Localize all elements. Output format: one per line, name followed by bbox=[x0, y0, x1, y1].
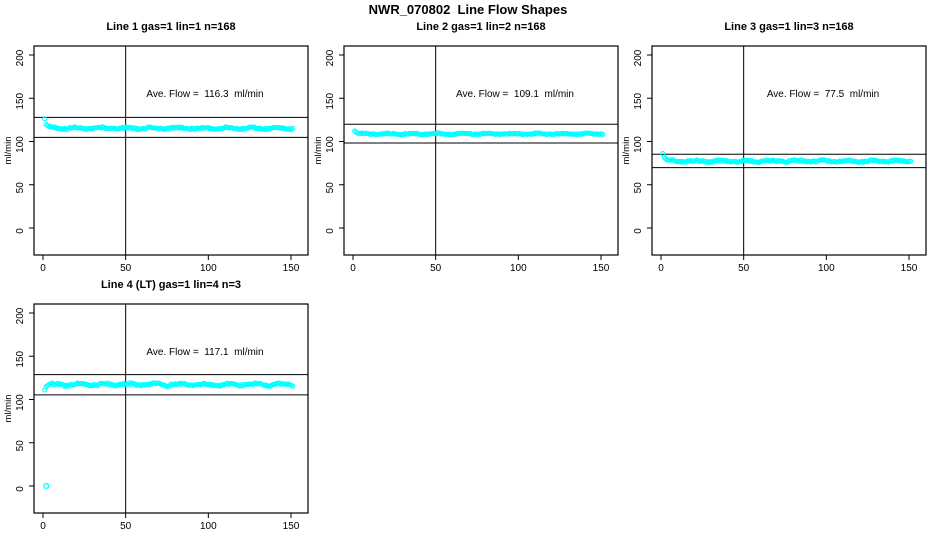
y-axis-tick-label: 50 bbox=[15, 182, 26, 194]
x-axis-tick-label: 0 bbox=[658, 263, 664, 274]
x-axis-tick-label: 100 bbox=[510, 263, 527, 274]
y-axis-label: ml/min bbox=[3, 395, 14, 423]
ave-flow-annotation-line-3: Ave. Flow = 77.5 ml/min bbox=[766, 89, 880, 100]
plot-box bbox=[343, 45, 619, 256]
x-axis-tick-label: 150 bbox=[283, 263, 300, 274]
y-axis-tick-label: 50 bbox=[633, 182, 644, 194]
flow-point bbox=[290, 125, 296, 131]
data-points bbox=[352, 128, 606, 138]
x-axis-tick-label: 150 bbox=[593, 263, 610, 274]
data-points bbox=[42, 380, 296, 393]
x-axis-tick-label: 100 bbox=[200, 263, 217, 274]
y-axis-tick-label: 0 bbox=[325, 228, 336, 234]
plot-canvas-line-1: 0 50 100 150 0 50 100 150 200 ml/min bbox=[3, 45, 309, 274]
y-axis-tick-label: 100 bbox=[15, 136, 26, 153]
subplot-title-line-4: Line 4 (LT) gas=1 lin=4 n=3 bbox=[100, 279, 242, 291]
y-axis-tick-label: 150 bbox=[15, 350, 26, 367]
y-axis-tick-label: 200 bbox=[15, 49, 26, 66]
y-axis-tick-label: 200 bbox=[325, 49, 336, 66]
y-axis-tick-label: 0 bbox=[15, 486, 26, 492]
x-axis-tick-label: 50 bbox=[120, 521, 132, 532]
y-axis-tick-label: 100 bbox=[325, 136, 336, 153]
plot-canvas-line-4: 0 50 100 150 0 50 100 150 200 ml/min bbox=[3, 303, 309, 532]
y-axis-tick-label: 150 bbox=[15, 92, 26, 109]
y-axis-tick-label: 200 bbox=[633, 49, 644, 66]
flow-point bbox=[908, 158, 914, 164]
ave-flow-annotation-line-4: Ave. Flow = 117.1 ml/min bbox=[146, 347, 264, 358]
subplot-line-2: 0 50 100 150 0 50 100 150 200 ml/min Line 2 gas=1… bbox=[310, 18, 625, 285]
x-axis-tick-label: 0 bbox=[40, 521, 46, 532]
plot-box bbox=[33, 45, 309, 256]
x-axis-tick-label: 150 bbox=[283, 521, 300, 532]
page-title: NWR_070802 Line Flow Shapes bbox=[368, 2, 568, 17]
y-axis-tick-label: 100 bbox=[633, 136, 644, 153]
y-axis-tick-label: 150 bbox=[325, 92, 336, 109]
flow-point bbox=[600, 131, 606, 137]
y-axis-tick-label: 50 bbox=[325, 182, 336, 194]
ave-flow-annotation-line-2: Ave. Flow = 109.1 ml/min bbox=[456, 89, 574, 100]
subplot-title-line-3: Line 3 gas=1 lin=3 n=168 bbox=[724, 21, 854, 33]
y-axis-tick-label: 0 bbox=[15, 228, 26, 234]
y-axis-tick-label: 200 bbox=[15, 307, 26, 324]
x-axis-tick-label: 100 bbox=[818, 263, 835, 274]
x-axis-tick-label: 50 bbox=[430, 263, 442, 274]
y-axis-tick-label: 150 bbox=[633, 92, 644, 109]
x-axis-tick-label: 50 bbox=[120, 263, 132, 274]
x-axis-tick-label: 0 bbox=[350, 263, 356, 274]
data-points bbox=[42, 116, 296, 133]
x-axis-tick-label: 150 bbox=[901, 263, 918, 274]
y-axis-label: ml/min bbox=[621, 137, 632, 165]
subplot-line-1: 0 50 100 150 0 50 100 150 200 ml/min Line 1 gas=1… bbox=[0, 18, 315, 285]
outlier-point bbox=[43, 482, 50, 490]
flow-point bbox=[290, 383, 296, 389]
data-points bbox=[660, 151, 914, 166]
y-axis-tick-label: 100 bbox=[15, 394, 26, 411]
subplot-line-4: 0 50 100 150 0 50 100 150 200 ml/min Line 4 (LT) … bbox=[0, 276, 315, 540]
plot-box bbox=[33, 303, 309, 514]
y-axis-label: ml/min bbox=[313, 137, 324, 165]
x-axis-tick-label: 50 bbox=[738, 263, 750, 274]
x-axis-tick-label: 100 bbox=[200, 521, 217, 532]
subplot-line-3: 0 50 100 150 0 50 100 150 200 ml/min Line 3 gas=1… bbox=[618, 18, 933, 285]
plot-canvas-line-2: 0 50 100 150 0 50 100 150 200 ml/min bbox=[313, 45, 619, 274]
flow-point bbox=[42, 116, 48, 122]
y-axis-tick-label: 0 bbox=[633, 228, 644, 234]
x-axis-tick-label: 0 bbox=[40, 263, 46, 274]
subplot-title-line-1: Line 1 gas=1 lin=1 n=168 bbox=[106, 21, 236, 33]
plot-canvas-line-3: 0 50 100 150 0 50 100 150 200 ml/min bbox=[621, 45, 927, 274]
y-axis-label: ml/min bbox=[3, 137, 14, 165]
ave-flow-annotation-line-1: Ave. Flow = 116.3 ml/min bbox=[146, 89, 264, 100]
y-axis-tick-label: 50 bbox=[15, 440, 26, 452]
subplot-title-line-2: Line 2 gas=1 lin=2 n=168 bbox=[416, 21, 546, 33]
plot-box bbox=[651, 45, 927, 256]
